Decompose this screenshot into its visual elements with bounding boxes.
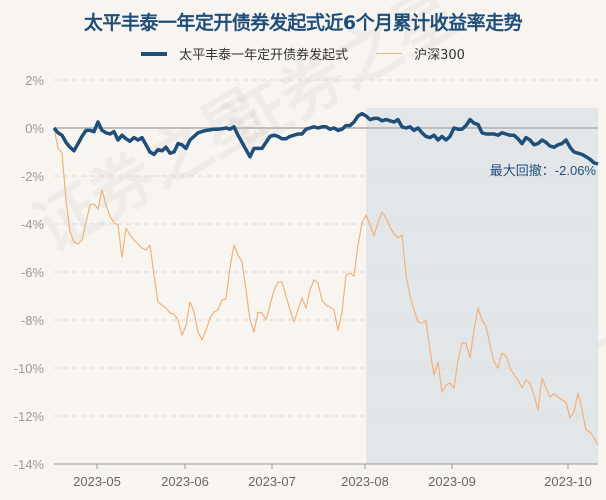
x-tick-label: 2023-07 <box>248 474 296 489</box>
legend-item-index[interactable]: 沪深300 <box>376 44 465 63</box>
y-tick-label: 0% <box>25 121 44 136</box>
series-line-fund <box>52 111 599 166</box>
x-tick-label: 2023-09 <box>428 474 476 489</box>
y-tick-label: -2% <box>21 169 45 184</box>
legend: 太平丰泰一年定开债券发起式 沪深300 <box>0 44 606 63</box>
max-drawdown-label: 最大回撤：-2.06% <box>490 163 597 178</box>
x-tick-label: 2023-06 <box>161 474 209 489</box>
legend-item-fund[interactable]: 太平丰泰一年定开债券发起式 <box>141 44 348 63</box>
y-tick-label: -14% <box>14 457 45 472</box>
y-tick-label: -8% <box>21 313 45 328</box>
legend-swatch-index <box>376 53 403 54</box>
x-tick-label: 2023-08 <box>341 474 389 489</box>
series-line-index <box>53 127 599 446</box>
y-tick-label: -4% <box>21 217 45 232</box>
y-tick-label: -12% <box>14 409 45 424</box>
y-tick-label: 2% <box>25 73 44 88</box>
y-tick-label: -10% <box>14 361 45 376</box>
x-tick-label: 2023-05 <box>73 474 121 489</box>
y-tick-label: -6% <box>21 265 45 280</box>
legend-label-index: 沪深300 <box>414 48 465 63</box>
x-tick-label: 2023-10 <box>544 474 592 489</box>
legend-swatch-fund <box>141 51 168 56</box>
chart-title: 太平丰泰一年定开债券发起式近6个月累计收益率走势 <box>83 12 523 34</box>
max-drawdown-shade <box>366 108 598 464</box>
legend-label-fund: 太平丰泰一年定开债券发起式 <box>179 48 349 63</box>
